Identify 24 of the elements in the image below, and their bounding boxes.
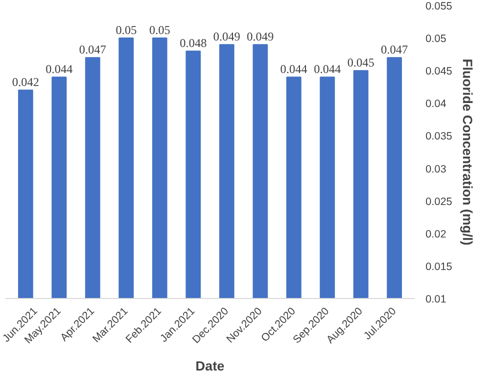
data-label: 0.044	[314, 62, 341, 76]
data-label: 0.049	[213, 30, 240, 44]
y-tick-label: 0.04	[426, 98, 446, 110]
data-label: 0.044	[280, 62, 308, 76]
data-label: 0.047	[79, 42, 106, 57]
x-axis-title: Date	[196, 358, 224, 374]
data-label: 0.049	[246, 30, 274, 44]
data-label: 0.042	[12, 75, 40, 90]
data-label: 0.05	[116, 23, 137, 38]
y-tick-label: 0.03	[426, 163, 446, 176]
y-tick-label: 0.045	[426, 66, 452, 78]
y-tick-label: 0.015	[426, 260, 452, 273]
y-tick-label: 0.025	[426, 196, 452, 208]
y-tick-label: 0.05	[426, 33, 446, 46]
y-tick-label: 0.01	[426, 294, 446, 306]
y-tick-label: 0.055	[426, 0, 452, 12]
data-label: 0.045	[347, 56, 374, 70]
y-axis-title: Fluoride Concentration (mg/l)	[460, 58, 476, 246]
data-label: 0.044	[46, 62, 73, 76]
data-label: 0.05	[149, 23, 170, 38]
data-label: 0.047	[380, 42, 408, 57]
data-label: 0.048	[180, 36, 207, 50]
y-tick-label: 0.02	[426, 228, 446, 240]
y-tick-label: 0.035	[426, 130, 452, 143]
